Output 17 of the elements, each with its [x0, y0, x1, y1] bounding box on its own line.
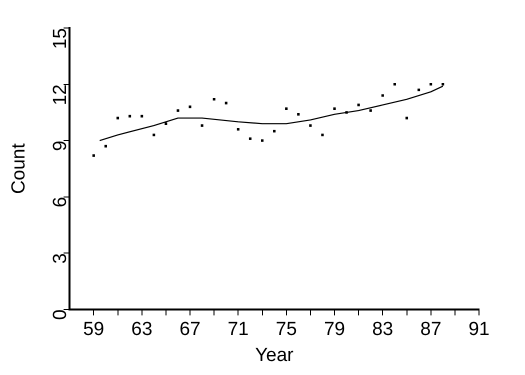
y-tick-label: 9: [50, 140, 71, 152]
y-tick-label: 0: [50, 309, 71, 320]
x-tick-label: 87: [420, 319, 442, 340]
x-tick-label: 63: [131, 319, 152, 340]
x-tick-label: 91: [468, 319, 490, 340]
y-tick-label: 15: [50, 28, 71, 50]
x-tick-label: 83: [372, 319, 394, 340]
x-tick-label: 59: [83, 319, 104, 340]
x-tick-label: 67: [179, 319, 201, 340]
x-tick-label: 71: [228, 319, 249, 340]
y-tick-label: 3: [50, 253, 71, 264]
y-tick-label: 6: [50, 196, 71, 208]
y-axis-title: Count: [8, 142, 30, 194]
x-tick-label: 79: [324, 319, 346, 340]
x-axis-title: Year: [255, 344, 294, 366]
x-tick-label: 75: [276, 319, 297, 340]
y-tick-label: 12: [50, 84, 71, 106]
